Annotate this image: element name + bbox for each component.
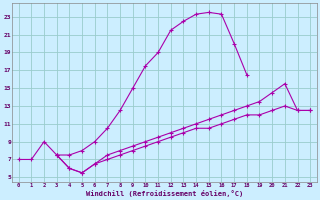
X-axis label: Windchill (Refroidissement éolien,°C): Windchill (Refroidissement éolien,°C)	[86, 190, 243, 197]
